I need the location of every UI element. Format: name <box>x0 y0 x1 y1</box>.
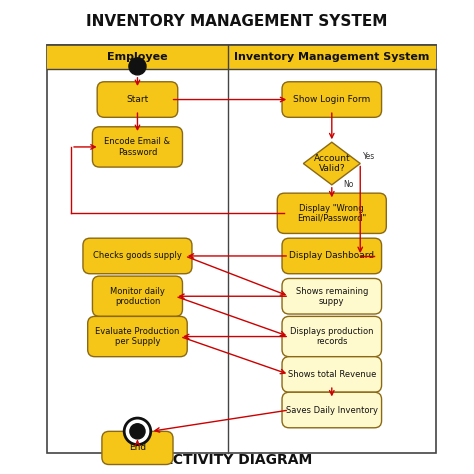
Text: Display "Wrong
Email/Password": Display "Wrong Email/Password" <box>297 204 366 223</box>
FancyBboxPatch shape <box>88 317 187 357</box>
Text: Saves Daily Inventory: Saves Daily Inventory <box>286 406 378 414</box>
FancyBboxPatch shape <box>282 238 382 274</box>
Text: Inventory Management System: Inventory Management System <box>234 52 429 62</box>
Text: Checks goods supply: Checks goods supply <box>93 252 182 260</box>
Text: Displays production
records: Displays production records <box>290 327 374 346</box>
Text: ACTIVITY DIAGRAM: ACTIVITY DIAGRAM <box>162 453 312 467</box>
FancyBboxPatch shape <box>92 276 182 317</box>
Polygon shape <box>303 142 360 185</box>
Text: Encode Email &
Password: Encode Email & Password <box>104 137 171 156</box>
FancyBboxPatch shape <box>47 45 436 69</box>
FancyBboxPatch shape <box>282 317 382 357</box>
Text: Shows remaining
suppy: Shows remaining suppy <box>296 287 368 306</box>
FancyBboxPatch shape <box>47 45 436 453</box>
FancyBboxPatch shape <box>102 431 173 465</box>
FancyBboxPatch shape <box>97 82 178 118</box>
Text: Employee: Employee <box>107 52 168 62</box>
FancyBboxPatch shape <box>282 279 382 314</box>
Text: Shows total Revenue: Shows total Revenue <box>288 370 376 379</box>
Text: No: No <box>344 180 354 189</box>
Text: Start: Start <box>127 95 148 104</box>
FancyBboxPatch shape <box>282 357 382 392</box>
Text: End: End <box>129 444 146 452</box>
Text: Yes: Yes <box>363 152 375 161</box>
Text: Show Login Form: Show Login Form <box>293 95 370 104</box>
Circle shape <box>129 58 146 75</box>
FancyBboxPatch shape <box>282 392 382 428</box>
Text: INVENTORY MANAGEMENT SYSTEM: INVENTORY MANAGEMENT SYSTEM <box>86 14 388 29</box>
Text: Display Dashboard: Display Dashboard <box>289 252 374 260</box>
FancyBboxPatch shape <box>92 127 182 167</box>
FancyBboxPatch shape <box>282 82 382 118</box>
Circle shape <box>124 418 151 445</box>
Circle shape <box>130 424 145 439</box>
FancyBboxPatch shape <box>277 193 386 233</box>
FancyBboxPatch shape <box>83 238 192 274</box>
Text: Monitor daily
production: Monitor daily production <box>110 287 165 306</box>
Circle shape <box>124 418 151 445</box>
Text: Evaluate Production
per Supply: Evaluate Production per Supply <box>95 327 180 346</box>
Text: Account
Valid?: Account Valid? <box>313 154 350 173</box>
